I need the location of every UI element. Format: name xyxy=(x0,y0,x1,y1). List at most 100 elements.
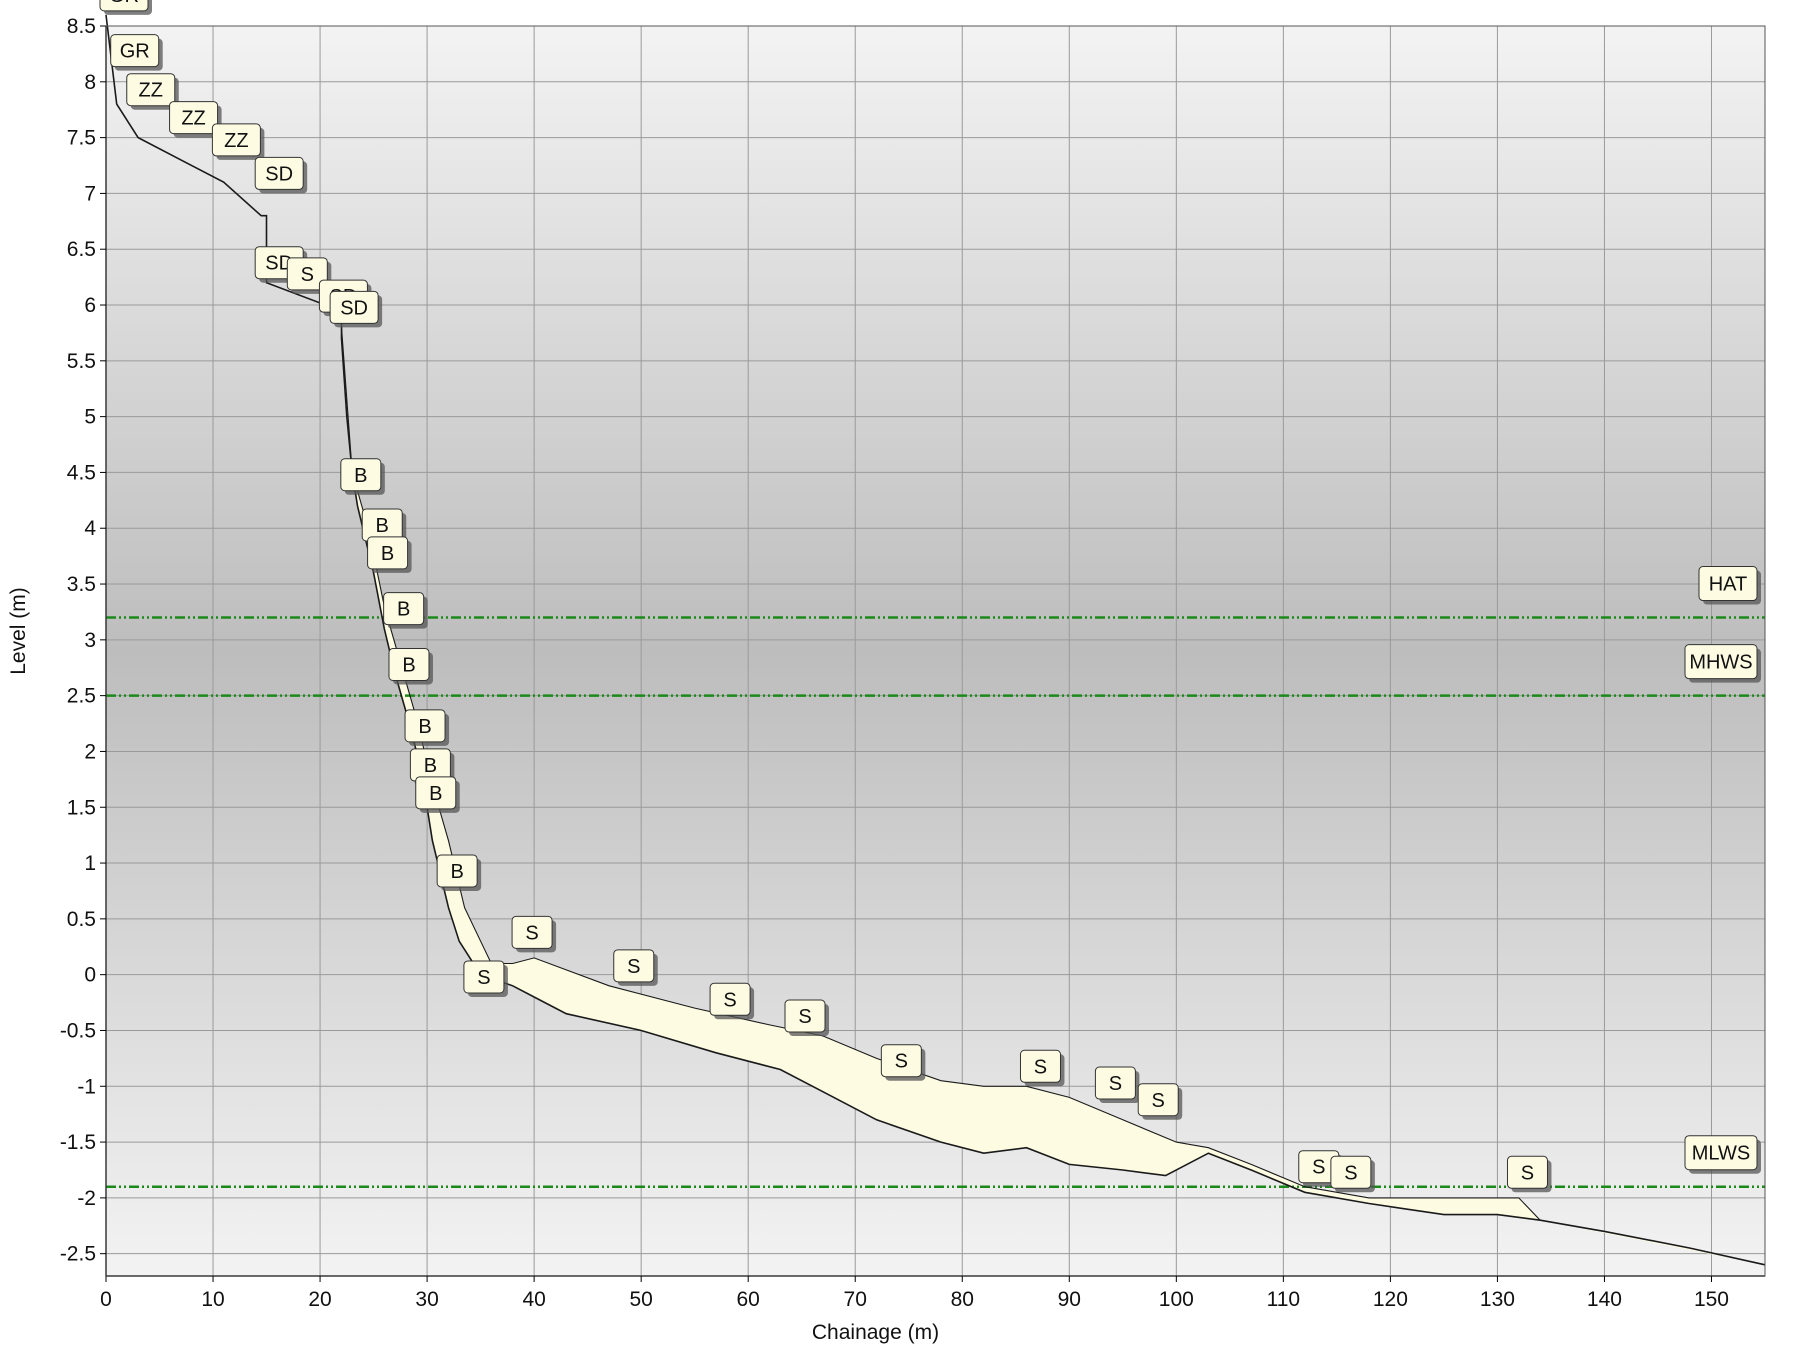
y-tick-label: 7 xyxy=(84,182,96,205)
tag-label: S xyxy=(798,1006,811,1028)
tag-box xyxy=(880,1044,922,1078)
tag-box xyxy=(1330,1155,1372,1189)
tag-box xyxy=(254,156,304,190)
tag-label: B xyxy=(354,465,367,487)
x-tick-label: 70 xyxy=(844,1288,867,1311)
x-tick-label: 90 xyxy=(1058,1288,1081,1311)
x-tick-label: 50 xyxy=(629,1288,652,1311)
x-axis-title: Chainage (m) xyxy=(812,1321,939,1344)
point-code-tag: S xyxy=(1137,1083,1183,1120)
y-tick-label: 1 xyxy=(84,852,96,875)
point-code-tag: SD xyxy=(329,290,383,328)
point-code-tag: S xyxy=(1506,1155,1552,1193)
y-tick-label: 5 xyxy=(84,406,96,429)
tag-label: S xyxy=(1034,1056,1047,1078)
tag-label: B xyxy=(381,543,394,565)
point-code-tag: S xyxy=(709,982,755,1020)
tag-box xyxy=(286,257,328,291)
point-code-tag: GR xyxy=(110,34,163,71)
y-tick-label: 2.5 xyxy=(67,685,96,708)
tag-box xyxy=(1094,1066,1136,1100)
tag-box xyxy=(340,458,382,492)
y-tick-label: 2 xyxy=(84,740,96,763)
point-code-tag: S xyxy=(463,960,508,997)
tag-box xyxy=(784,999,826,1033)
tag-label: S xyxy=(477,967,490,989)
point-code-tag: B xyxy=(436,854,482,891)
y-tick-label: -2.5 xyxy=(60,1243,96,1266)
tag-label: S xyxy=(301,264,314,286)
x-tick-label: 40 xyxy=(522,1288,545,1311)
tag-label: S xyxy=(1521,1162,1534,1184)
reference-label-text: HAT xyxy=(1709,574,1748,596)
y-tick-label: 0.5 xyxy=(67,908,96,931)
point-code-tag: SD xyxy=(254,156,308,194)
tag-label: ZZ xyxy=(139,80,163,102)
y-tick-label: 4 xyxy=(84,517,96,540)
plot-background xyxy=(106,26,1765,1276)
x-tick-label: 120 xyxy=(1373,1288,1408,1311)
tag-label: S xyxy=(525,922,538,944)
y-tick-label: 0 xyxy=(84,964,96,987)
tag-label: SD xyxy=(265,253,293,275)
tag-label: S xyxy=(627,956,640,978)
x-tick-label: 0 xyxy=(100,1288,112,1311)
point-code-tag: B xyxy=(404,709,450,746)
tag-box xyxy=(169,101,219,135)
tag-label: SD xyxy=(340,297,368,319)
point-code-tag: B xyxy=(415,776,460,813)
tag-box xyxy=(511,915,553,949)
point-code-tag: ZZ xyxy=(169,101,222,138)
y-tick-label: -0.5 xyxy=(60,1019,96,1042)
x-tick-label: 30 xyxy=(415,1288,438,1311)
point-code-tag: S xyxy=(784,999,830,1037)
point-code-tag: S xyxy=(1298,1150,1343,1187)
tag-label: B xyxy=(429,783,442,805)
x-tick-label: 100 xyxy=(1159,1288,1194,1311)
y-tick-label: 1.5 xyxy=(67,796,96,819)
tag-label: S xyxy=(895,1051,908,1073)
y-tick-label: 3 xyxy=(84,629,96,652)
tag-box xyxy=(329,290,379,324)
tag-box xyxy=(436,854,478,888)
tag-label: B xyxy=(397,599,410,621)
tag-label: ZZ xyxy=(181,108,205,130)
y-tick-label: 3.5 xyxy=(67,573,96,596)
reference-label-box xyxy=(1698,566,1758,602)
tag-label: B xyxy=(424,755,437,777)
tag-box xyxy=(383,592,425,626)
tag-label: ZZ xyxy=(224,130,248,152)
point-code-tag: S xyxy=(511,915,557,953)
point-code-tag: S xyxy=(1019,1049,1065,1087)
y-tick-label: 6 xyxy=(84,294,96,317)
reference-line-labels: HAT MHWS MLWS xyxy=(1684,566,1761,1174)
reference-label-text: MHWS xyxy=(1689,652,1752,674)
x-tick-labels: 0 10 20 30 40 50 60 70 80 90 100 110 120 130 140 150 xyxy=(100,1276,1729,1311)
y-tick-label: 7.5 xyxy=(67,127,96,150)
point-code-tag: B xyxy=(340,458,385,495)
x-tick-label: 60 xyxy=(737,1288,760,1311)
tag-label: S xyxy=(1312,1157,1325,1179)
profile-fill xyxy=(341,305,1766,1265)
tag-label: B xyxy=(376,515,389,537)
tag-box xyxy=(388,647,430,681)
point-code-tag: B xyxy=(383,592,428,629)
point-code-tag: B xyxy=(388,647,433,685)
tag-label: B xyxy=(450,861,463,883)
tag-box xyxy=(99,0,149,12)
tag-label: SD xyxy=(265,163,293,185)
tag-box xyxy=(709,982,751,1016)
x-tick-label: 150 xyxy=(1694,1288,1729,1311)
point-code-tag: S xyxy=(880,1044,926,1081)
x-tick-label: 110 xyxy=(1267,1288,1300,1311)
point-code-tag: S xyxy=(1330,1155,1375,1193)
tag-box xyxy=(1506,1155,1548,1189)
y-tick-label: -1 xyxy=(77,1075,96,1098)
point-code-tag: ZZ xyxy=(211,123,265,160)
x-tick-label: 10 xyxy=(201,1288,224,1311)
tag-label: S xyxy=(1152,1090,1165,1112)
tag-box xyxy=(1137,1083,1179,1117)
y-tick-label: -2 xyxy=(77,1187,96,1210)
y-axis-title: Level (m) xyxy=(7,587,30,675)
x-tick-label: 130 xyxy=(1480,1288,1515,1311)
